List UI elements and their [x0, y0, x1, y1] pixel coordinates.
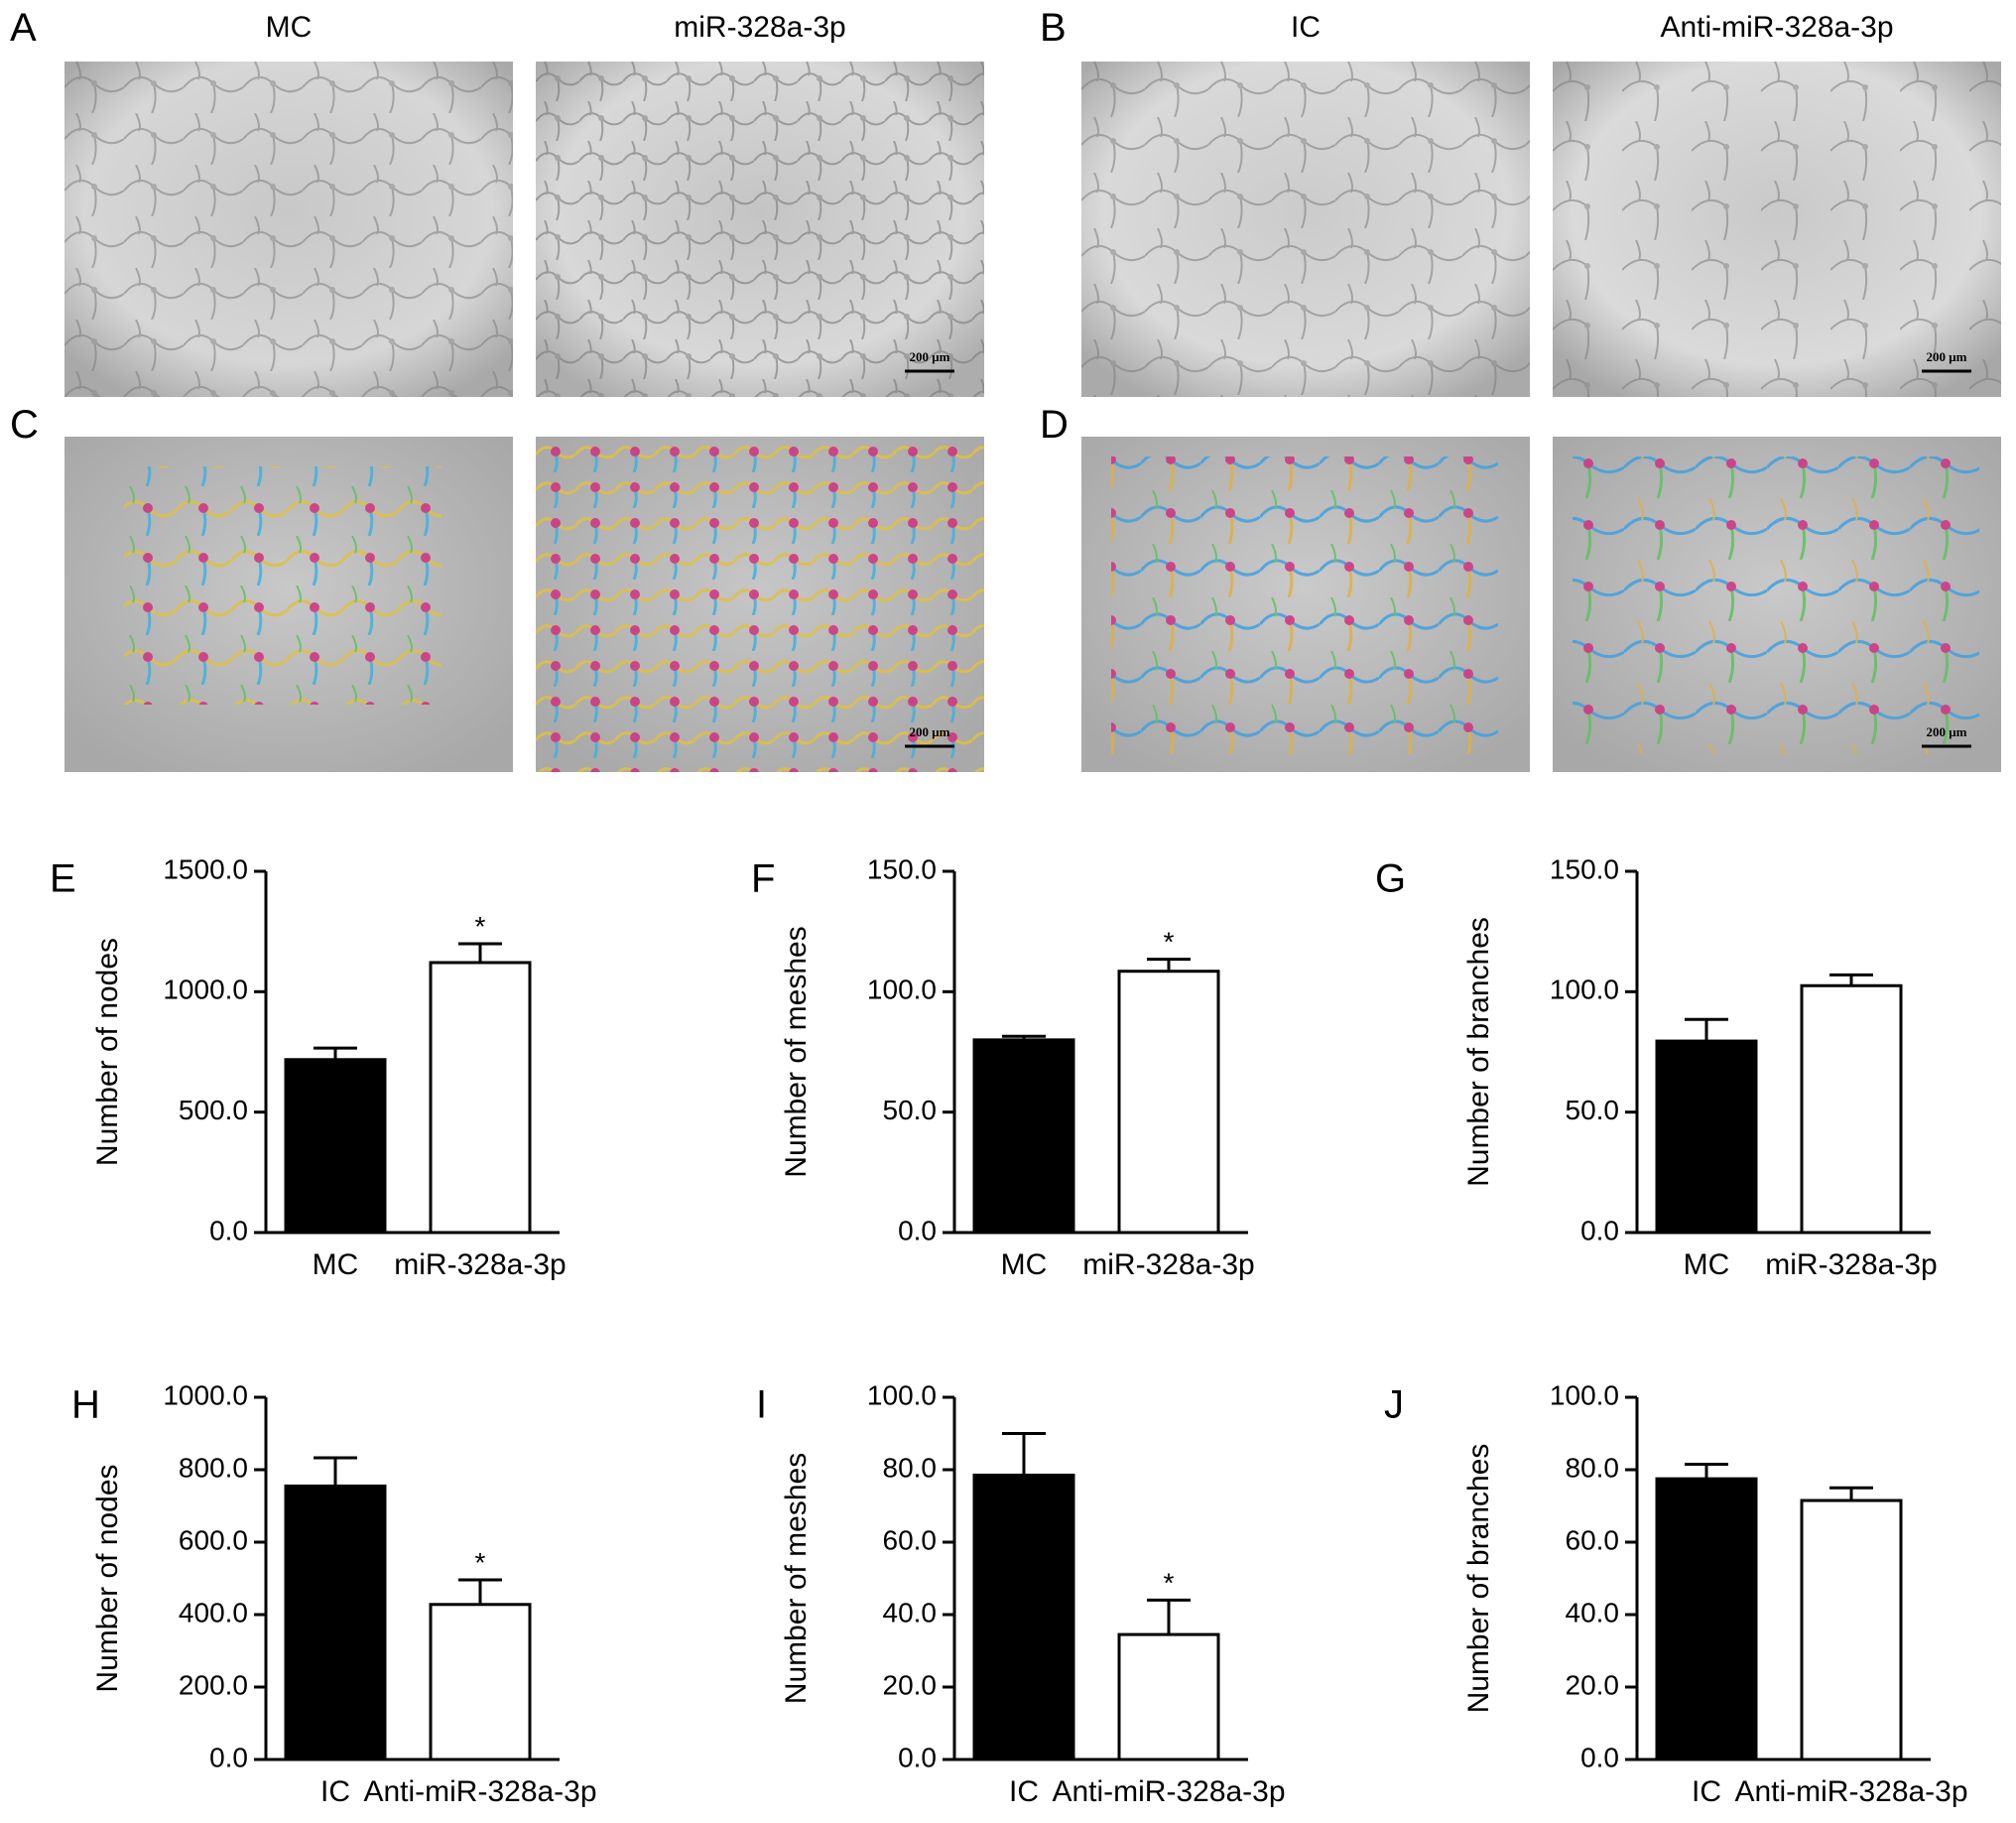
scale-bar-label: 200 μm [1927, 349, 1967, 364]
y-tick-label: 600.0 [179, 1524, 248, 1555]
bar-ic [284, 1484, 387, 1761]
y-tick-label: 150.0 [867, 853, 937, 884]
panel-label-i: I [756, 1383, 767, 1427]
bar-mc [972, 1038, 1075, 1235]
y-tick-label: 0.0 [898, 1742, 937, 1772]
y-tick-label: 1000.0 [163, 1379, 248, 1410]
y-tick-label: 60.0 [883, 1524, 938, 1555]
bar-anti-mir-328a-3p [1800, 1498, 1903, 1761]
y-tick-label: 50.0 [883, 1095, 938, 1125]
panel-label-g: G [1375, 857, 1406, 901]
y-tick-label: 0.0 [209, 1742, 248, 1772]
bar-anti-mir-328a-3p [429, 1603, 532, 1761]
x-category-label: IC [320, 1775, 350, 1808]
y-tick-label: 800.0 [179, 1452, 248, 1483]
panel-label-a: A [10, 6, 37, 50]
y-tick-label: 100.0 [1550, 975, 1619, 1005]
significance-marker: * [475, 1547, 486, 1578]
y-axis-label: Number of nodes [91, 1464, 124, 1692]
x-category-label: miR-328a-3p [1082, 1248, 1254, 1281]
x-category-label: MC [1684, 1248, 1730, 1281]
x-category-label: MC [313, 1248, 359, 1281]
y-tick-label: 80.0 [1566, 1452, 1620, 1483]
y-tick-label: 20.0 [883, 1669, 938, 1700]
y-axis-label: Number of nodes [91, 938, 124, 1166]
panel-label-b: B [1040, 6, 1067, 50]
y-tick-label: 1000.0 [163, 975, 248, 1005]
scale-bar-label: 200 μm [910, 724, 950, 739]
y-tick-label: 100.0 [867, 975, 937, 1005]
y-tick-label: 80.0 [883, 1452, 938, 1483]
y-axis-label: Number of meshes [780, 1453, 813, 1704]
significance-marker: * [1164, 927, 1175, 958]
network-overlay-ic [1081, 437, 1530, 772]
bar-mc [284, 1058, 387, 1235]
bar-mir-328a-3p [429, 961, 532, 1235]
micrograph-mc [64, 62, 513, 397]
y-tick-label: 200.0 [179, 1669, 248, 1700]
x-category-label: IC [1692, 1775, 1721, 1808]
micrograph-mir-328a-3p: 200 μm [536, 62, 984, 397]
y-tick-label: 500.0 [179, 1095, 248, 1125]
column-title-mir-328a-3p: miR-328a-3p [674, 11, 846, 44]
bar-ic [1655, 1477, 1758, 1761]
x-category-label: miR-328a-3p [394, 1248, 566, 1281]
scale-bar-label: 200 μm [1927, 724, 1967, 739]
scale-bar-label: 200 μm [910, 349, 950, 364]
y-axis-label: Number of branches [1462, 1444, 1495, 1714]
y-tick-label: 0.0 [898, 1215, 937, 1245]
y-tick-label: 100.0 [867, 1379, 937, 1410]
x-category-label: Anti-miR-328a-3p [1734, 1775, 1967, 1808]
y-tick-label: 150.0 [1550, 853, 1619, 884]
x-category-label: Anti-miR-328a-3p [363, 1775, 596, 1808]
panel-label-f: F [751, 857, 775, 901]
y-tick-label: 1500.0 [163, 853, 248, 884]
y-tick-label: 0.0 [1580, 1215, 1619, 1245]
y-tick-label: 0.0 [1580, 1742, 1619, 1772]
y-axis-label: Number of branches [1462, 917, 1495, 1187]
panel-label-d: D [1040, 403, 1069, 447]
significance-marker: * [1164, 1567, 1175, 1598]
y-tick-label: 60.0 [1566, 1524, 1620, 1555]
micrograph-anti-mir-328a-3p: 200 μm [1553, 62, 2001, 397]
y-tick-label: 100.0 [1550, 1379, 1619, 1410]
y-tick-label: 40.0 [883, 1597, 938, 1628]
x-category-label: Anti-miR-328a-3p [1052, 1775, 1285, 1808]
column-title-mc: MC [265, 11, 313, 44]
y-tick-label: 50.0 [1566, 1095, 1620, 1125]
network-overlay-anti-mir-328a-3p: 200 μm [1553, 437, 2001, 772]
bar-mir-328a-3p [1117, 970, 1220, 1235]
y-axis-label: Number of meshes [780, 926, 813, 1177]
bar-mc [1655, 1039, 1758, 1235]
x-category-label: miR-328a-3p [1765, 1248, 1937, 1281]
panel-label-j: J [1384, 1383, 1404, 1427]
bar-ic [972, 1473, 1075, 1761]
y-tick-label: 20.0 [1566, 1669, 1620, 1700]
panel-label-h: H [71, 1383, 100, 1427]
y-tick-label: 400.0 [179, 1597, 248, 1628]
panel-label-e: E [50, 857, 76, 901]
column-title-anti-mir-328a-3p: Anti-miR-328a-3p [1660, 11, 1894, 44]
bar-anti-mir-328a-3p [1117, 1632, 1220, 1761]
network-overlay-mir-328a-3p: 200 μm [536, 437, 984, 772]
bar-mir-328a-3p [1800, 983, 1903, 1235]
micrograph-ic [1081, 62, 1530, 397]
x-category-label: MC [1001, 1248, 1048, 1281]
column-title-ic: IC [1291, 11, 1321, 44]
x-category-label: IC [1009, 1775, 1039, 1808]
y-tick-label: 0.0 [209, 1215, 248, 1245]
y-tick-label: 40.0 [1566, 1597, 1620, 1628]
significance-marker: * [475, 911, 486, 942]
network-overlay-mc [64, 437, 513, 772]
panel-label-c: C [10, 403, 39, 447]
